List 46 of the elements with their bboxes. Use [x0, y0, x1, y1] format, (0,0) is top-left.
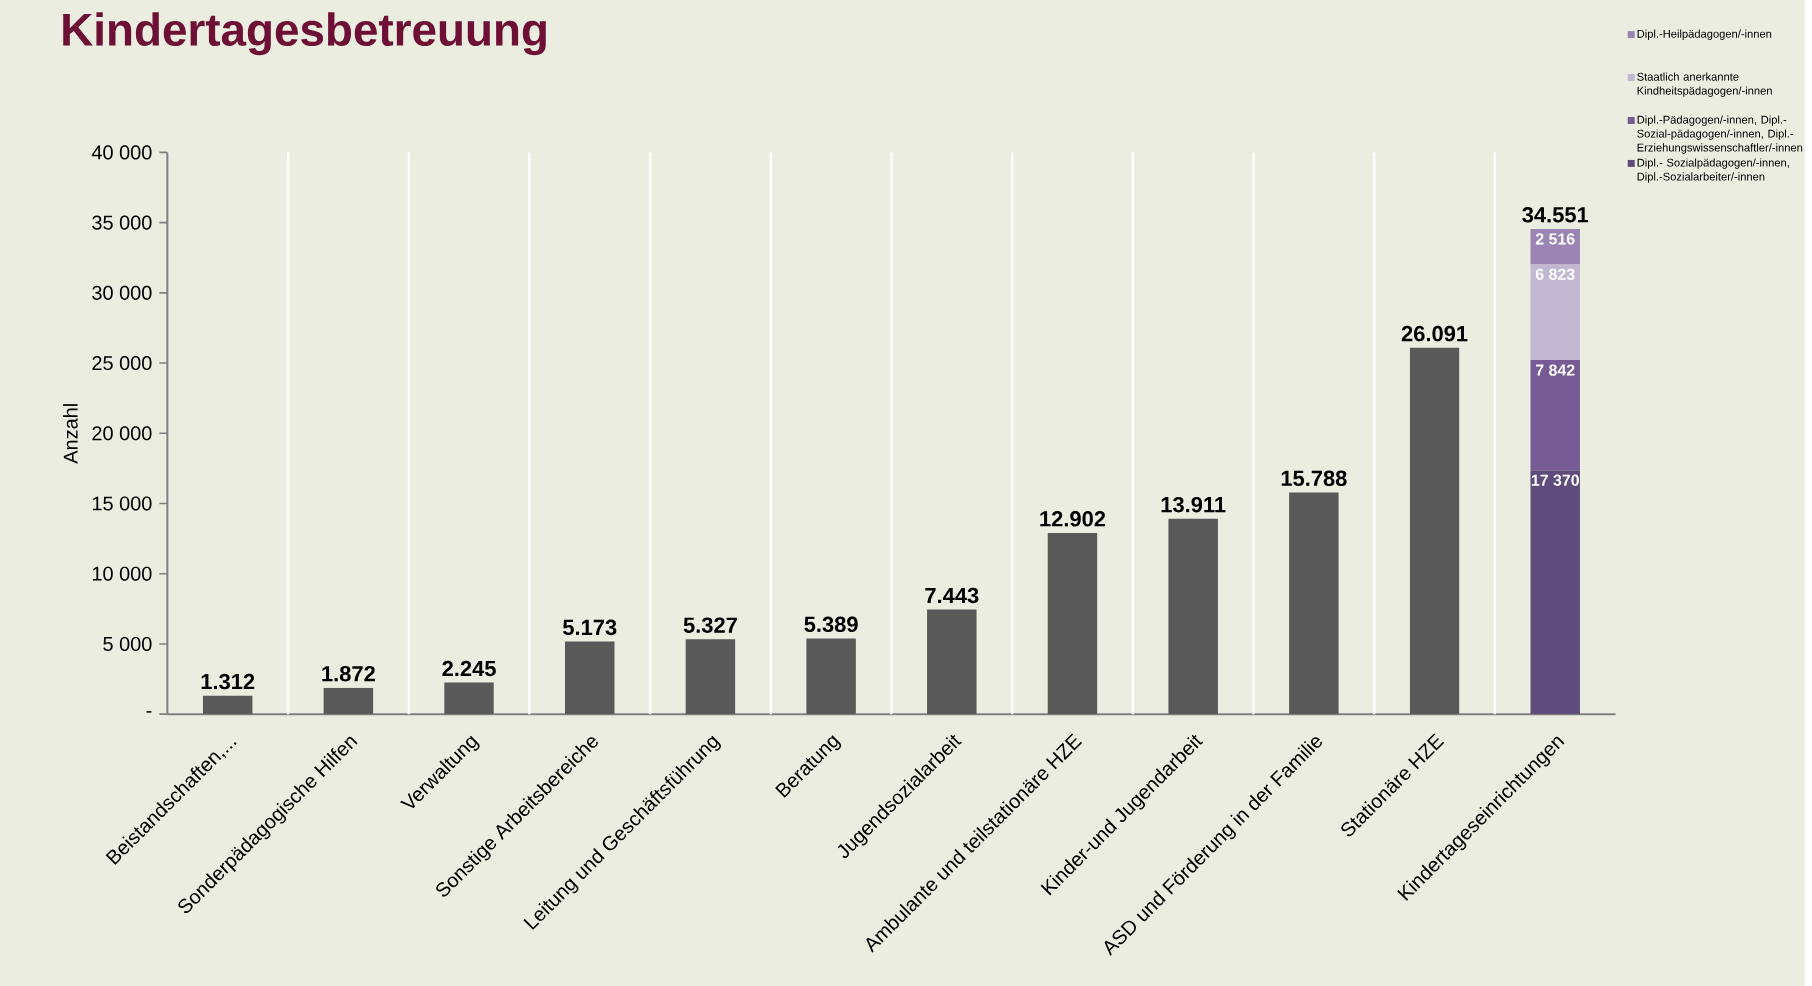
- y-tick-label: 30 000: [92, 285, 152, 300]
- legend-label: Staatlich anerkannte Kindheitspädagogen/-innen: [1637, 72, 1772, 97]
- bar: [202, 695, 253, 715]
- data-label: 17 370: [1531, 474, 1579, 486]
- y-tick-label: 15 000: [92, 496, 152, 511]
- bar: [1047, 532, 1098, 715]
- bar: [806, 638, 856, 715]
- total-label: 34.551: [1522, 206, 1589, 223]
- bar: [1530, 264, 1580, 361]
- data-label: 2 516: [1535, 233, 1575, 245]
- y-tick-label: 35 000: [92, 215, 152, 230]
- y-axis-title: Anzahl: [63, 404, 78, 464]
- data-label: 6 823: [1535, 268, 1575, 280]
- y-tick-label: 20 000: [92, 426, 152, 441]
- bar: [1530, 470, 1580, 715]
- legend-label: Dipl.-Pädagogen/-innen, Dipl.-Sozial-pädagogen/-innen, Dipl.-Erziehungswissenschaftler/-innen: [1637, 115, 1803, 154]
- chart-title: Kindertagesbetreuung: [63, 12, 546, 56]
- y-tick-label: 40 000: [91, 145, 152, 160]
- bar: [1289, 492, 1339, 715]
- total-label: 5.389: [804, 616, 858, 633]
- total-label: 13.911: [1161, 496, 1226, 513]
- y-tick-label: 25 000: [92, 355, 152, 371]
- y-tick-label: 10 000: [92, 566, 152, 581]
- y-tick-label: -: [146, 711, 152, 713]
- bar: [323, 687, 374, 715]
- y-tick-label: 5 000: [103, 636, 152, 651]
- total-label: 7.443: [925, 587, 979, 604]
- data-label: 7 842: [1535, 364, 1575, 376]
- total-label: 1.872: [322, 665, 375, 682]
- legend-label: Dipl.-Heilpädagogen/-innen: [1637, 29, 1772, 40]
- total-label: 12.902: [1040, 511, 1106, 527]
- total-label: 2.245: [442, 660, 496, 677]
- bar: [565, 641, 615, 715]
- bar: [1530, 360, 1580, 471]
- total-label: 1.312: [201, 673, 255, 690]
- total-label: 5.173: [563, 619, 617, 636]
- bar: [444, 682, 494, 715]
- total-label: 5.327: [683, 617, 737, 633]
- bar: [927, 609, 977, 715]
- bar: [1409, 347, 1460, 715]
- legend-label: Dipl.- Sozialpädagogen/-innen, Dipl.-Sozialarbeiter/-innen: [1637, 158, 1789, 183]
- bar: [1530, 228, 1580, 265]
- total-label: 15.788: [1281, 470, 1347, 487]
- bar: [1168, 518, 1218, 715]
- bar: [685, 639, 736, 715]
- total-label: 26.091: [1401, 325, 1468, 342]
